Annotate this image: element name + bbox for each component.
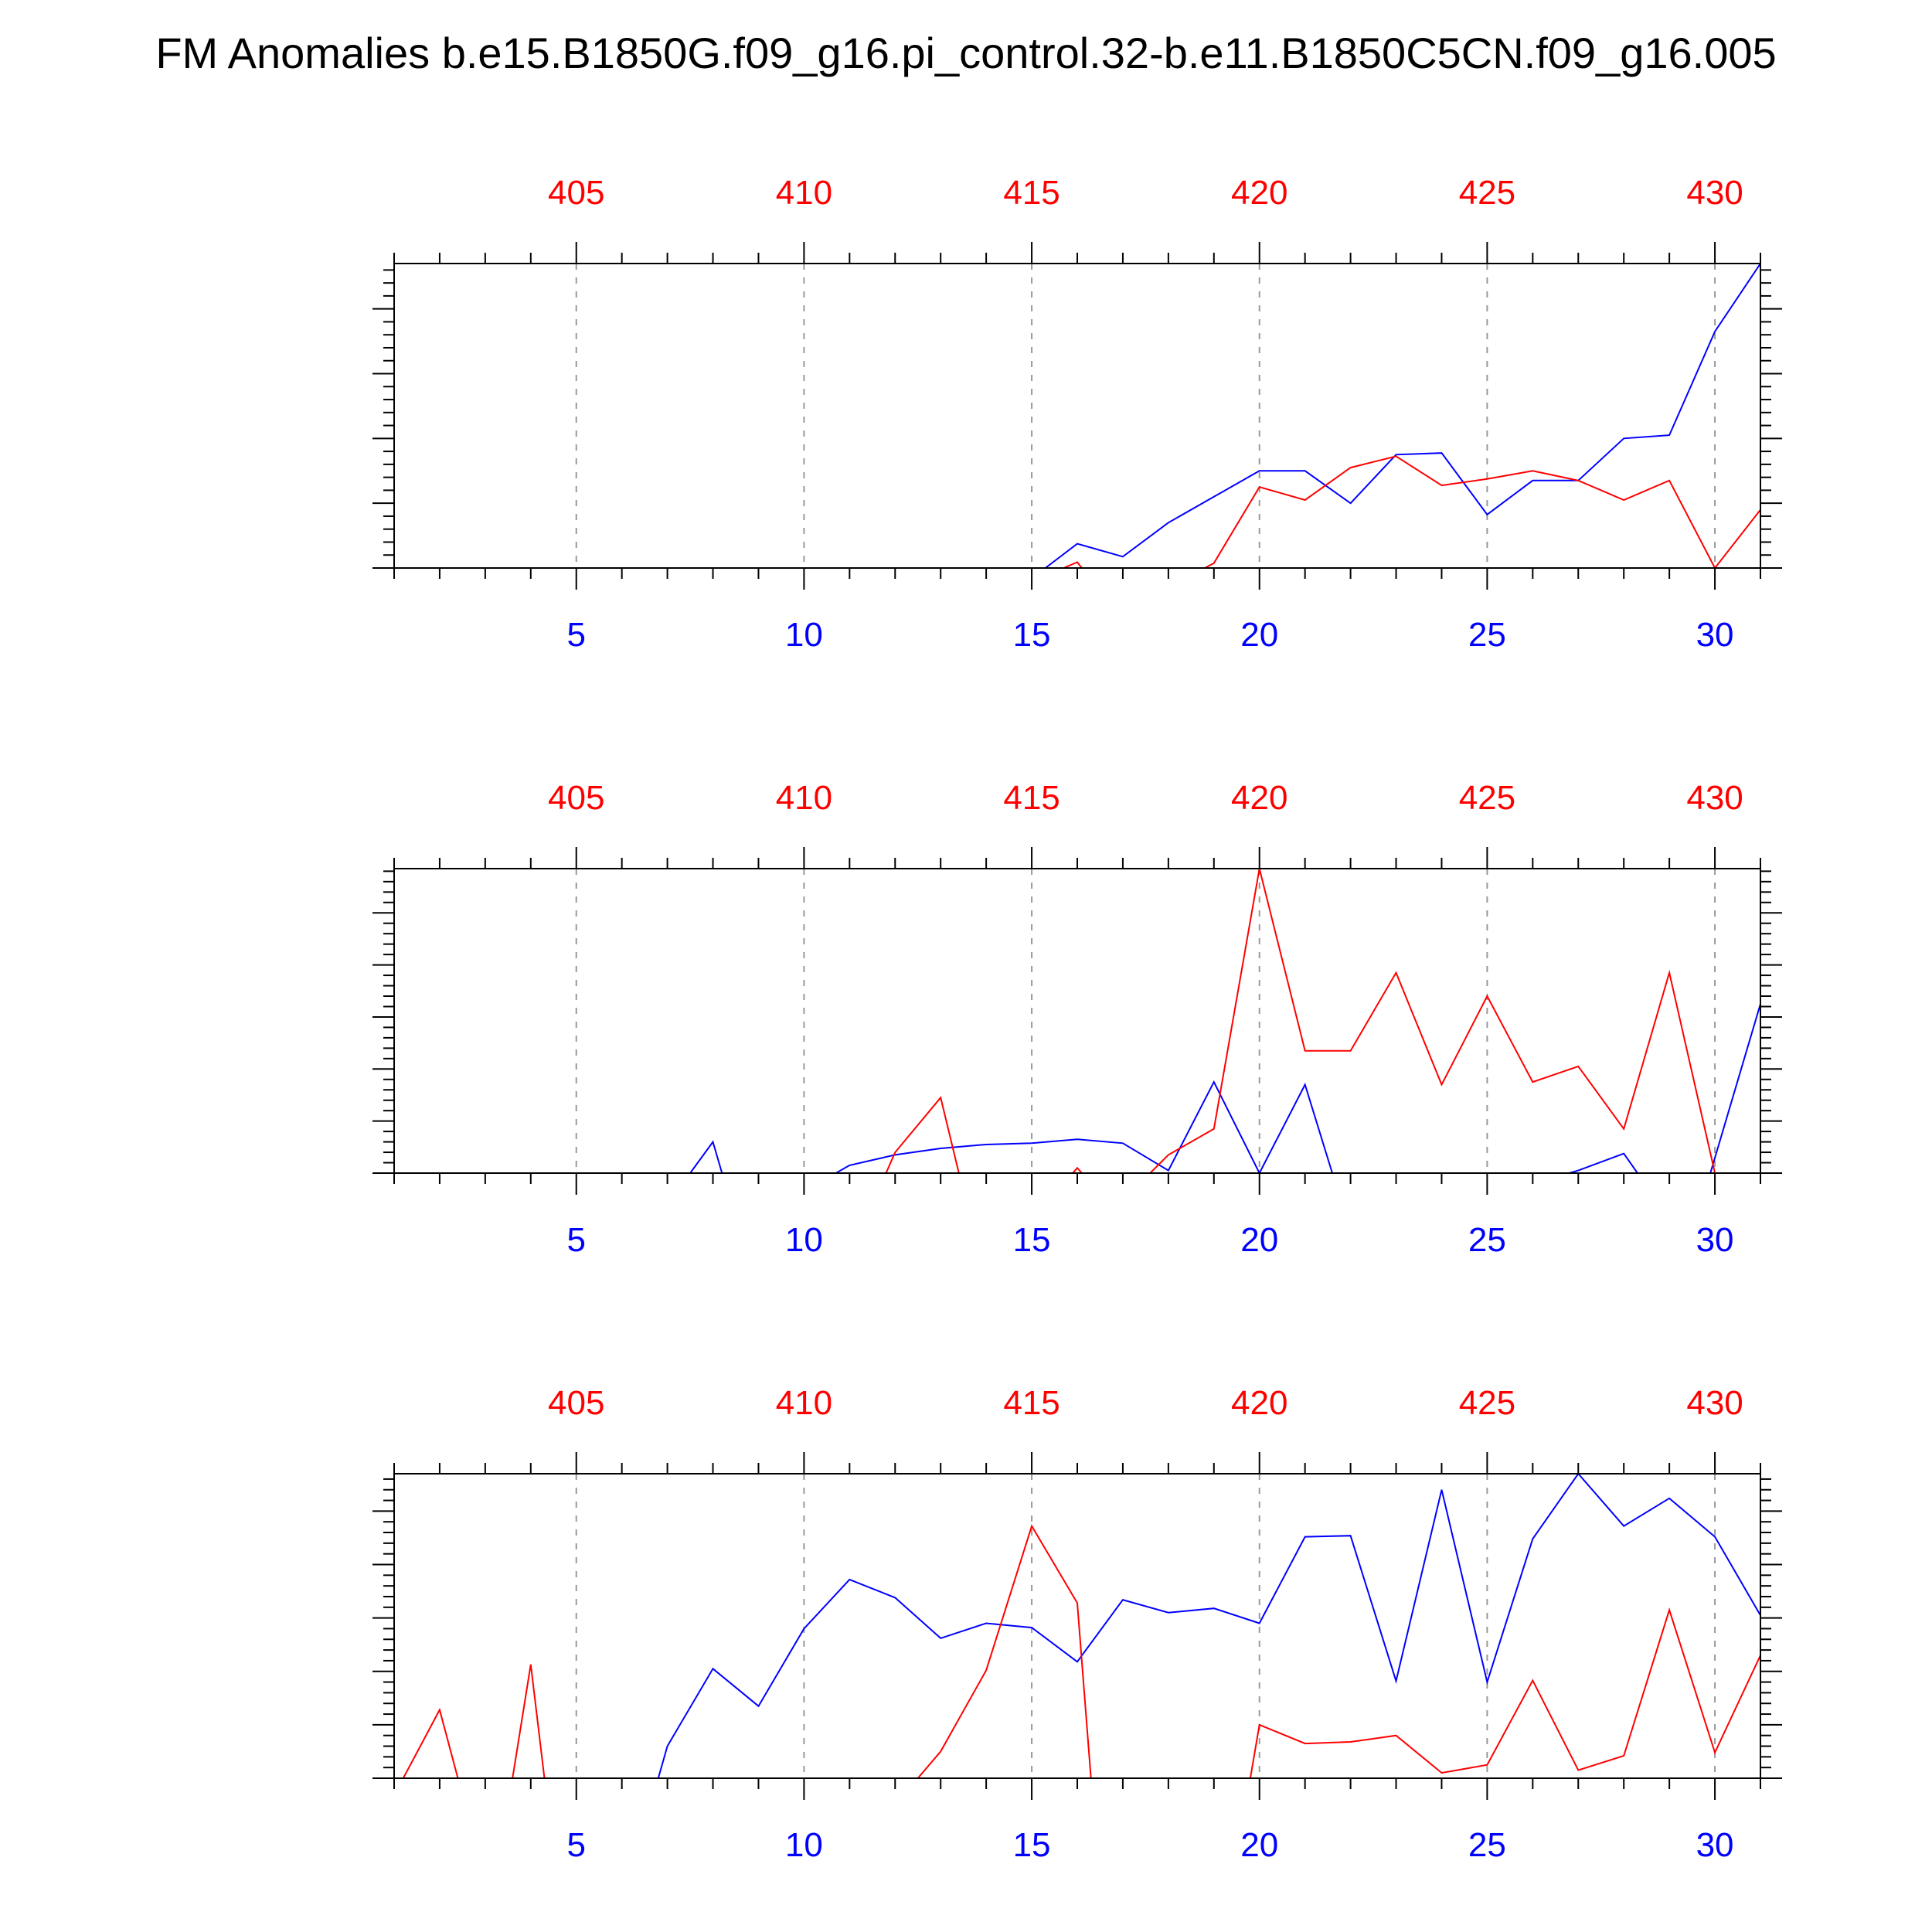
x-tick-label-top: 415 [1003, 779, 1060, 817]
x-tick-label-bottom: 10 [785, 616, 823, 654]
panel-snow-volume: 5 10 15 20 25 30 405 410 415 420 425 430 [372, 779, 1782, 1259]
x-tick-label-top: 425 [1459, 779, 1515, 817]
x-tick-label-bottom: 5 [566, 1826, 585, 1864]
x-tick-label-bottom: 5 [566, 616, 585, 654]
x-tick-label-top: 420 [1231, 779, 1287, 817]
x-tick-label-bottom: 10 [785, 1826, 823, 1864]
x-tick-label-top: 405 [548, 1384, 604, 1422]
x-tick-label-bottom: 20 [1240, 616, 1278, 654]
blue-series-line [394, 1003, 1760, 1173]
x-tick-label-bottom: 30 [1696, 616, 1734, 654]
x-tick-label-top: 425 [1459, 1384, 1515, 1422]
x-tick-label-bottom: 10 [785, 1221, 823, 1259]
x-tick-label-top: 420 [1231, 1384, 1287, 1422]
x-tick-label-top: 430 [1686, 779, 1743, 817]
x-tick-label-top: 420 [1231, 174, 1287, 212]
x-tick-label-top: 410 [776, 174, 832, 212]
red-series-line [402, 1524, 1760, 1778]
x-tick-label-bottom: 15 [1013, 1826, 1051, 1864]
x-tick-label-top: 410 [776, 1384, 832, 1422]
red-series-line [394, 869, 1760, 1173]
x-tick-label-top: 415 [1003, 1384, 1060, 1422]
x-tick-label-top: 405 [548, 779, 604, 817]
x-tick-label-bottom: 25 [1468, 1221, 1506, 1259]
blue-series-line [394, 264, 1760, 568]
x-tick-label-bottom: 25 [1468, 616, 1506, 654]
x-tick-label-bottom: 5 [566, 1221, 585, 1259]
panel-ice-volume: 5 10 15 20 25 30 405 410 415 420 425 430 [372, 174, 1782, 654]
x-tick-label-top: 430 [1686, 1384, 1743, 1422]
x-tick-label-top: 430 [1686, 174, 1743, 212]
x-tick-label-top: 410 [776, 779, 832, 817]
red-series-line [394, 455, 1760, 568]
x-tick-label-top: 425 [1459, 174, 1515, 212]
x-tick-label-bottom: 15 [1013, 1221, 1051, 1259]
x-tick-label-bottom: 30 [1696, 1221, 1734, 1259]
x-tick-label-top: 405 [548, 174, 604, 212]
figure-title: FM Anomalies b.e15.B1850G.f09_g16.pi_con… [155, 29, 1776, 77]
x-tick-label-top: 415 [1003, 174, 1060, 212]
x-tick-label-bottom: 25 [1468, 1826, 1506, 1864]
panel-ice-area: 5 10 15 20 25 30 405 410 415 420 425 430 [372, 1384, 1782, 1864]
x-tick-label-bottom: 20 [1240, 1826, 1278, 1864]
x-tick-label-bottom: 30 [1696, 1826, 1734, 1864]
x-tick-label-bottom: 15 [1013, 616, 1051, 654]
blue-series-line [394, 1474, 1760, 1778]
x-tick-label-bottom: 20 [1240, 1221, 1278, 1259]
